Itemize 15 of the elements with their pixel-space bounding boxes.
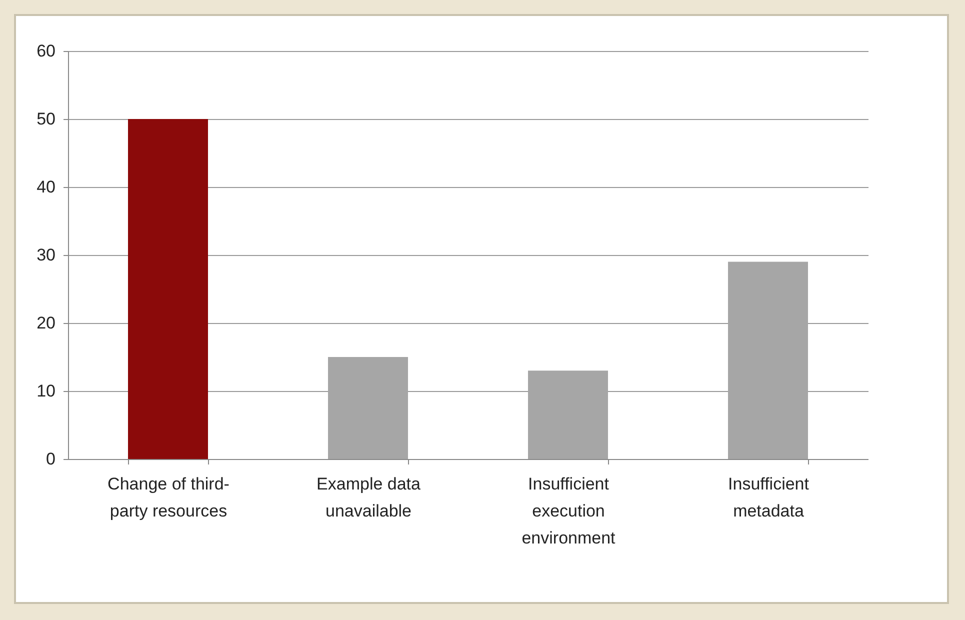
y-tick-label: 20	[36, 314, 56, 332]
y-tick-label: 30	[36, 246, 56, 264]
x-tick-label: Change of third-party resources	[108, 474, 230, 520]
y-tick-label: 60	[36, 42, 56, 60]
x-tick-label: Insufficient execution environment	[522, 474, 616, 548]
y-tick-label: 0	[46, 450, 56, 468]
y-tick-label: 40	[36, 178, 56, 196]
bar	[728, 262, 808, 459]
x-tick-label: Example data unavailable	[316, 474, 422, 520]
y-tick-label: 10	[36, 382, 56, 400]
y-tick-label: 50	[36, 110, 56, 128]
bar	[128, 119, 208, 459]
bar	[328, 357, 408, 459]
bar	[528, 370, 608, 459]
x-tick-label: Insufficient metadata	[728, 474, 810, 520]
